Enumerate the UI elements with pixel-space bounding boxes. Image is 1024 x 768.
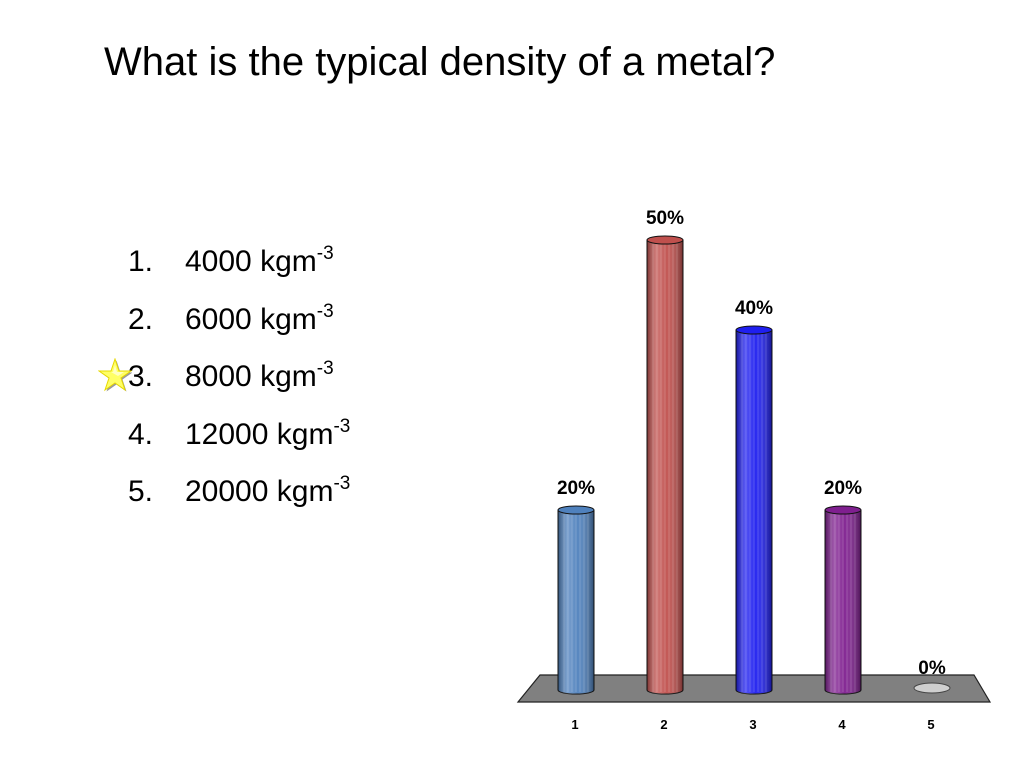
answer-list: 1. 4000 kgm-3 2. 6000 kgm-3 3. 8000 kgm-3 4. 12… (98, 236, 350, 524)
results-bar-chart: 20%150%240%320%40%5 (516, 208, 992, 732)
value-label-2: 50% (646, 208, 684, 229)
answer-exponent: -3 (316, 243, 334, 264)
bar-5 (913, 682, 951, 694)
answer-number: 3. (128, 360, 154, 393)
value-label-5: 0% (918, 658, 946, 679)
value-label-4: 20% (824, 478, 862, 499)
answer-option-3: 3. 8000 kgm-3 (98, 351, 350, 409)
answer-value: 4000 kgm (185, 245, 317, 278)
answer-value: 12000 kgm (185, 417, 334, 451)
category-label-2: 2 (660, 717, 667, 732)
answer-option-4: 4. 12000 kgm-3 (128, 409, 350, 467)
answer-exponent: -3 (333, 415, 351, 437)
bar-4 (824, 505, 862, 695)
answer-value: 8000 kgm (185, 360, 317, 393)
value-label-3: 40% (735, 298, 773, 319)
answer-value: 6000 kgm (185, 302, 317, 336)
category-label-4: 4 (838, 717, 846, 732)
answer-value: 20000 kgm (185, 475, 334, 508)
star-icon (98, 358, 132, 392)
answer-number: 1. (128, 245, 154, 278)
answer-option-5: 5. 20000 kgm-3 (128, 466, 350, 524)
answer-exponent: -3 (316, 358, 334, 379)
value-label-1: 20% (557, 478, 595, 499)
bar-2 (646, 235, 684, 695)
answer-number: 2. (128, 302, 154, 336)
answer-option-2: 2. 6000 kgm-3 (128, 294, 350, 352)
answer-exponent: -3 (316, 300, 334, 322)
category-label-1: 1 (571, 717, 578, 732)
category-label-3: 3 (749, 717, 756, 732)
answer-option-1: 1. 4000 kgm-3 (128, 236, 350, 294)
bar-3 (735, 325, 773, 695)
category-label-5: 5 (927, 717, 934, 732)
answer-exponent: -3 (333, 473, 351, 494)
answer-number: 4. (128, 417, 154, 451)
answer-number: 5. (128, 475, 154, 508)
bar-1 (557, 505, 595, 695)
slide-title: What is the typical density of a metal? (104, 40, 776, 84)
